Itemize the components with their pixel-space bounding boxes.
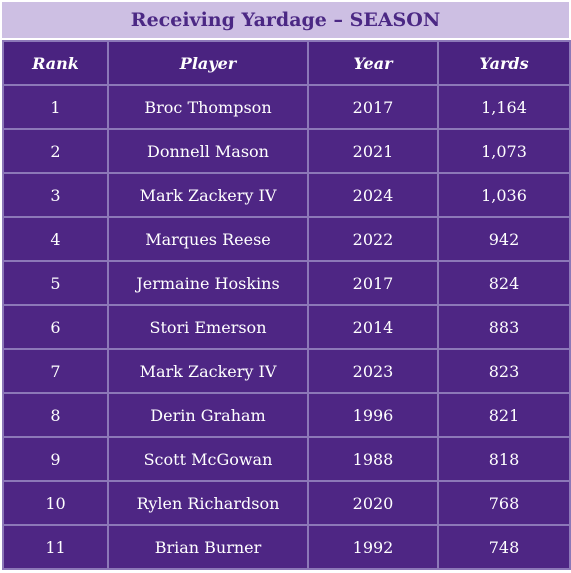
column-header: Rank (2, 40, 109, 86)
table-cell: 6 (2, 304, 109, 350)
table-cell: 1992 (307, 524, 439, 570)
table-cell: 748 (437, 524, 571, 570)
table-title: Receiving Yardage – SEASON (2, 2, 569, 40)
column-header: Player (107, 40, 309, 86)
table-cell: 9 (2, 436, 109, 482)
table-cell: Scott McGowan (107, 436, 309, 482)
table-cell: 883 (437, 304, 571, 350)
table-row: 8 Derin Graham 1996 821 (2, 392, 571, 438)
table-cell: 942 (437, 216, 571, 262)
table-cell: Donnell Mason (107, 128, 309, 174)
table-cell: 1,164 (437, 84, 571, 130)
table-cell: 2020 (307, 480, 439, 526)
table-row: 11 Brian Burner 1992 748 (2, 524, 571, 570)
column-header: Yards (437, 40, 571, 86)
table-cell: 2023 (307, 348, 439, 394)
table-cell: 823 (437, 348, 571, 394)
table-row: 10 Rylen Richardson 2020 768 (2, 480, 571, 526)
table-cell: Mark Zackery IV (107, 172, 309, 218)
table-cell: 4 (2, 216, 109, 262)
table-cell: 824 (437, 260, 571, 306)
table-cell: 7 (2, 348, 109, 394)
table-cell: Marques Reese (107, 216, 309, 262)
table-cell: 2022 (307, 216, 439, 262)
table-cell: 2014 (307, 304, 439, 350)
table-row: 3 Mark Zackery IV 2024 1,036 (2, 172, 571, 218)
table-cell: 11 (2, 524, 109, 570)
table-cell: Jermaine Hoskins (107, 260, 309, 306)
table-cell: 1 (2, 84, 109, 130)
table-cell: 1,073 (437, 128, 571, 174)
table-cell: Mark Zackery IV (107, 348, 309, 394)
table-cell: 1996 (307, 392, 439, 438)
table-cell: 2017 (307, 260, 439, 306)
table-cell: 3 (2, 172, 109, 218)
table-cell: 10 (2, 480, 109, 526)
table-cell: 1988 (307, 436, 439, 482)
header-row: Rank Player Year Yards (2, 40, 571, 86)
table-cell: 2021 (307, 128, 439, 174)
table-row: 2 Donnell Mason 2021 1,073 (2, 128, 571, 174)
table-row: 1 Broc Thompson 2017 1,164 (2, 84, 571, 130)
table-body: 1 Broc Thompson 2017 1,164 2 Donnell Mason 202… (2, 84, 571, 570)
table-cell: 1,036 (437, 172, 571, 218)
table-row: 7 Mark Zackery IV 2023 823 (2, 348, 571, 394)
table-cell: 8 (2, 392, 109, 438)
table-cell: 5 (2, 260, 109, 306)
table-cell: Broc Thompson (107, 84, 309, 130)
table-cell: 821 (437, 392, 571, 438)
table-cell: 2017 (307, 84, 439, 130)
table-cell: 2 (2, 128, 109, 174)
table-cell: Stori Emerson (107, 304, 309, 350)
table-row: 4 Marques Reese 2022 942 (2, 216, 571, 262)
table-row: 6 Stori Emerson 2014 883 (2, 304, 571, 350)
table-cell: 768 (437, 480, 571, 526)
table-cell: Rylen Richardson (107, 480, 309, 526)
table-cell: Brian Burner (107, 524, 309, 570)
table: Rank Player Year Yards 1 Broc Thompson 2017 1,… (2, 40, 571, 570)
table-cell: 2024 (307, 172, 439, 218)
table-row: 5 Jermaine Hoskins 2017 824 (2, 260, 571, 306)
table-cell: 818 (437, 436, 571, 482)
table-row: 9 Scott McGowan 1988 818 (2, 436, 571, 482)
column-header: Year (307, 40, 439, 86)
table-cell: Derin Graham (107, 392, 309, 438)
